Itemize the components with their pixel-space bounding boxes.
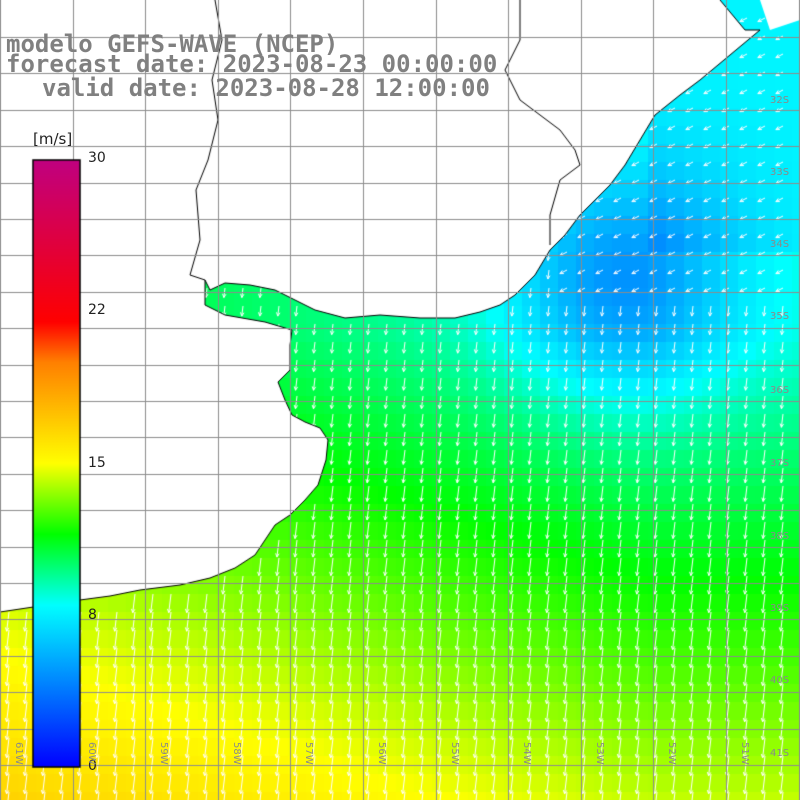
lon-label: 57W [303, 742, 314, 765]
colorbar-tick-22: 22 [88, 302, 106, 318]
lon-label: 53W [594, 742, 605, 765]
lat-label: 36S [770, 385, 790, 396]
lat-label: 37S [770, 458, 790, 469]
colorbar-tick-30: 30 [88, 150, 106, 166]
lon-label: 55W [449, 742, 460, 765]
colorbar-tick-8: 8 [88, 607, 97, 623]
lat-label: 38S [770, 531, 790, 542]
lat-label: 35S [770, 311, 790, 322]
lat-label: 32S [770, 95, 790, 106]
forecast-date: forecast date: 2023-08-23 00:00:00 [6, 50, 498, 78]
lon-label: 56W [376, 742, 387, 765]
model-title: modelo GEFS-WAVE (NCEP) [6, 30, 339, 58]
lat-label: 33S [770, 167, 790, 178]
lon-label: 51W [739, 742, 750, 765]
lon-label: 61W [13, 742, 24, 765]
lon-label: 52W [666, 742, 677, 765]
lon-label: 54W [521, 742, 532, 765]
colorbar-tick-0: 0 [88, 758, 97, 774]
lat-label: 34S [770, 239, 790, 250]
valid-date: valid date: 2023-08-28 12:00:00 [42, 74, 490, 102]
lon-label: 60W [86, 742, 97, 765]
lon-label: 59W [158, 742, 169, 765]
colorbar-unit: [m/s] [33, 130, 73, 148]
lat-label: 39S [770, 603, 790, 614]
colorbar-tick-15: 15 [88, 455, 106, 471]
lat-label: 40S [770, 675, 790, 686]
lon-label: 58W [231, 742, 242, 765]
lat-label: 41S [770, 748, 790, 759]
